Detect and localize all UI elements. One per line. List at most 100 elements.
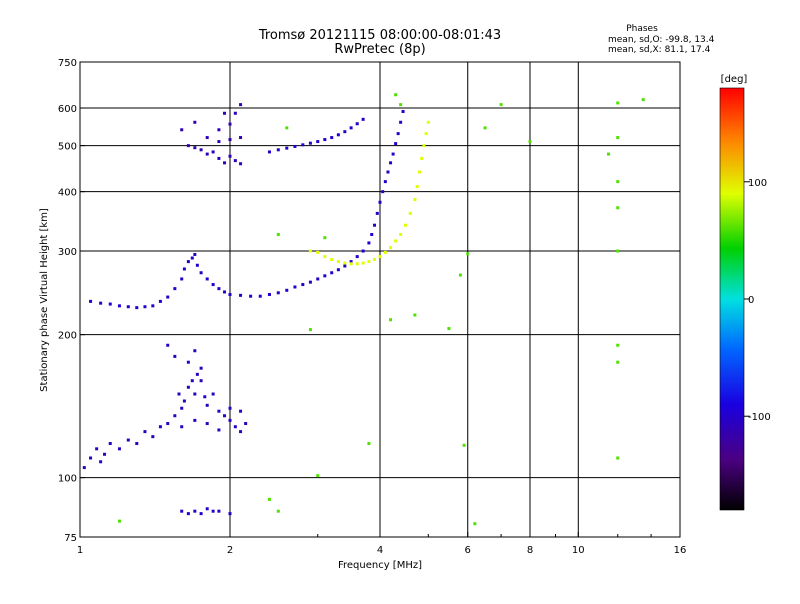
x-tick-label: 10 — [572, 545, 585, 556]
data-point — [199, 271, 203, 275]
data-point — [166, 343, 170, 347]
data-point — [217, 509, 221, 513]
data-point — [381, 190, 385, 194]
data-point — [616, 249, 620, 253]
data-point — [330, 271, 334, 275]
data-point — [267, 150, 271, 154]
data-point — [193, 120, 197, 124]
data-point — [375, 211, 379, 215]
y-tick-label: 600 — [58, 104, 77, 115]
data-point — [285, 146, 289, 150]
data-point — [173, 414, 177, 418]
data-point — [316, 250, 320, 254]
colorbar-tick-label: -100 — [748, 412, 771, 423]
data-point — [217, 156, 221, 160]
data-point — [258, 294, 262, 298]
data-point — [205, 277, 209, 281]
data-point — [343, 264, 347, 268]
data-point — [389, 246, 393, 250]
data-point — [447, 327, 451, 331]
data-point — [373, 257, 377, 261]
data-point — [239, 136, 243, 140]
data-point — [186, 260, 190, 264]
data-point — [239, 409, 243, 413]
data-point — [349, 260, 353, 264]
x-tick-label: 1 — [77, 545, 83, 556]
data-point — [166, 295, 170, 299]
data-point — [223, 290, 227, 294]
data-point — [301, 283, 305, 287]
data-point — [399, 120, 403, 124]
data-point — [343, 261, 347, 265]
data-point — [99, 301, 103, 305]
data-point — [355, 122, 359, 126]
data-point — [415, 185, 419, 189]
data-point — [143, 430, 147, 434]
data-point — [205, 403, 209, 407]
data-point — [394, 239, 398, 243]
data-point — [483, 126, 487, 130]
data-point — [323, 274, 327, 278]
data-point — [343, 130, 347, 134]
data-point — [355, 262, 359, 266]
data-point — [308, 249, 312, 253]
data-point — [323, 138, 327, 142]
data-point — [462, 443, 466, 447]
data-point — [308, 141, 312, 145]
x-tick-label: 8 — [527, 545, 533, 556]
data-point — [473, 522, 477, 526]
data-point — [378, 255, 382, 259]
data-point — [173, 354, 177, 358]
data-point — [394, 93, 398, 97]
data-point — [82, 466, 86, 470]
data-point — [89, 299, 93, 303]
data-point — [182, 267, 186, 271]
data-point — [616, 180, 620, 184]
y-tick-label: 200 — [58, 331, 77, 342]
data-point — [211, 283, 215, 287]
data-point — [217, 287, 221, 291]
data-point — [180, 425, 184, 429]
data-point — [528, 140, 532, 144]
data-points — [82, 93, 645, 526]
data-point — [367, 241, 371, 245]
data-point — [158, 425, 162, 429]
data-point — [422, 144, 426, 148]
data-point — [228, 122, 232, 126]
data-point — [190, 256, 194, 260]
data-point — [499, 103, 503, 107]
data-point — [616, 206, 620, 210]
data-point — [389, 318, 393, 322]
data-point — [239, 162, 243, 166]
data-point — [228, 154, 232, 158]
data-point — [186, 360, 190, 364]
data-point — [158, 299, 162, 303]
data-point — [143, 305, 147, 309]
data-point — [173, 287, 177, 291]
legend-line-o: mean, sd,O: -99.8, 13.4 — [608, 35, 715, 45]
x-axis-ticks: 1 2 4 6 8 10 16 — [77, 532, 686, 556]
data-point — [205, 152, 209, 156]
data-point — [117, 304, 121, 308]
data-point — [223, 161, 227, 165]
data-point — [195, 372, 199, 376]
data-point — [180, 406, 184, 410]
colorbar — [719, 87, 745, 511]
data-point — [217, 140, 221, 144]
data-point — [417, 170, 421, 174]
data-point — [316, 277, 320, 281]
data-point — [373, 223, 377, 227]
data-point — [117, 447, 121, 451]
data-point — [323, 255, 327, 259]
data-point — [426, 120, 430, 124]
data-point — [205, 136, 209, 140]
data-point — [199, 379, 203, 383]
data-point — [186, 512, 190, 516]
data-point — [228, 512, 232, 516]
data-point — [616, 101, 620, 105]
data-point — [267, 292, 271, 296]
data-point — [89, 456, 93, 460]
y-tick-label: 75 — [64, 533, 77, 544]
